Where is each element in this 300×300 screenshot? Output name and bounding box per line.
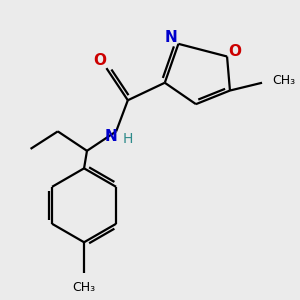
- Text: O: O: [93, 53, 106, 68]
- Text: O: O: [228, 44, 241, 59]
- Text: H: H: [123, 132, 133, 146]
- Text: CH₃: CH₃: [73, 281, 96, 294]
- Text: N: N: [105, 129, 118, 144]
- Text: CH₃: CH₃: [272, 74, 295, 87]
- Text: N: N: [164, 29, 177, 44]
